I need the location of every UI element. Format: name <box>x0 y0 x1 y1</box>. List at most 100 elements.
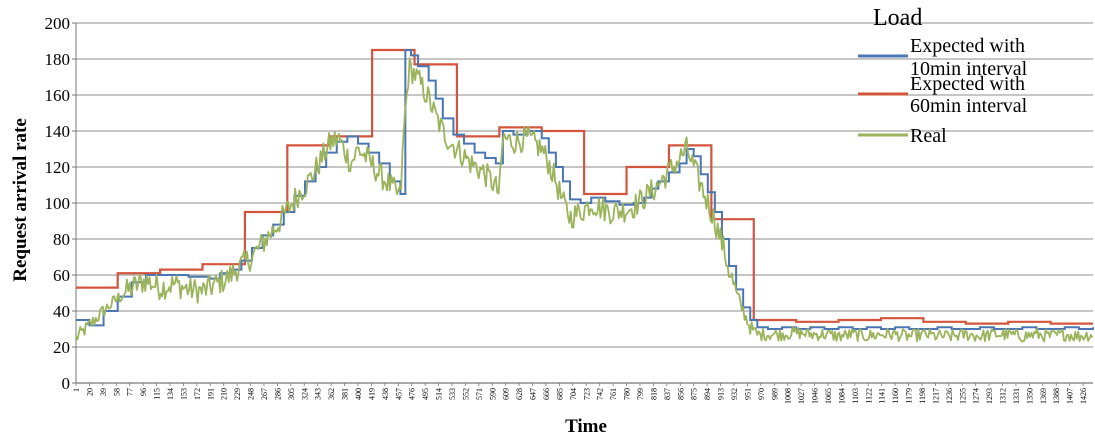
legend-title: Load <box>873 5 922 31</box>
y-tick-label: 180 <box>45 50 71 69</box>
x-tick-label: 96 <box>139 388 148 396</box>
x-tick-label: 1312 <box>999 388 1008 404</box>
x-axis: 1 20 39 58 77 96 115 134 153 172 191 210 229 248 267 28… <box>72 383 1088 404</box>
x-tick-label: 856 <box>676 388 685 400</box>
x-tick-label: 248 <box>247 388 256 400</box>
x-tick-label: 723 <box>582 388 591 400</box>
legend-entry-real: Real <box>858 125 947 147</box>
x-tick-label: 286 <box>273 388 282 400</box>
x-tick-label: 1008 <box>784 388 793 404</box>
x-tick-label: 229 <box>233 388 242 400</box>
x-tick-label: 590 <box>488 388 497 400</box>
x-tick-label: 1274 <box>972 388 981 404</box>
x-tick-label: 1179 <box>905 388 914 404</box>
x-tick-label: 381 <box>341 388 350 400</box>
x-tick-label: 666 <box>542 388 551 400</box>
y-tick-label: 100 <box>45 194 71 213</box>
x-tick-label: 495 <box>421 388 430 400</box>
x-tick-label: 875 <box>690 388 699 400</box>
legend-label: 10min interval <box>910 58 1028 80</box>
x-tick-label: 704 <box>569 388 578 400</box>
y-tick-label: 0 <box>62 374 71 393</box>
x-tick-label: 305 <box>287 388 296 400</box>
x-tick-label: 343 <box>314 388 323 400</box>
series-lines <box>75 48 1094 343</box>
x-tick-label: 514 <box>435 388 444 400</box>
x-tick-label: 1426 <box>1079 388 1088 404</box>
x-tick-label: 1103 <box>851 388 860 404</box>
x-tick-label: 932 <box>730 388 739 400</box>
legend-label: Expected with <box>910 35 1025 57</box>
y-tick-label: 20 <box>53 338 70 357</box>
x-tick-label: 191 <box>206 388 215 400</box>
y-axis: 0 20 40 60 80 100 120 140 160 180 200 <box>45 14 77 393</box>
x-tick-label: 628 <box>515 388 524 400</box>
grid-lines <box>76 22 1093 384</box>
x-tick-label: 913 <box>717 388 726 400</box>
x-tick-label: 1293 <box>985 388 994 404</box>
x-tick-label: 533 <box>448 388 457 400</box>
x-axis-label: Time <box>565 416 607 437</box>
x-tick-label: 172 <box>193 388 202 400</box>
x-tick-label: 457 <box>394 388 403 400</box>
x-tick-label: 970 <box>757 388 766 400</box>
y-tick-label: 80 <box>53 230 70 249</box>
x-tick-label: 419 <box>367 388 376 400</box>
x-tick-label: 685 <box>555 388 564 400</box>
x-tick-label: 77 <box>126 388 135 396</box>
x-tick-label: 1027 <box>797 388 806 404</box>
x-tick-label: 1198 <box>918 388 927 404</box>
x-tick-label: 989 <box>770 388 779 400</box>
y-tick-label: 60 <box>53 266 70 285</box>
y-tick-label: 140 <box>45 122 71 141</box>
x-tick-label: 742 <box>596 388 605 400</box>
x-tick-label: 1369 <box>1039 388 1048 404</box>
y-axis-label: Request arrival rate <box>10 118 31 282</box>
x-tick-label: 1236 <box>945 388 954 404</box>
x-tick-label: 1160 <box>891 388 900 404</box>
x-tick-label: 761 <box>609 388 618 400</box>
x-tick-label: 210 <box>220 388 229 400</box>
x-tick-label: 1084 <box>837 388 846 404</box>
x-tick-label: 951 <box>743 388 752 400</box>
x-tick-label: 39 <box>99 388 108 396</box>
x-tick-label: 1350 <box>1025 388 1034 404</box>
legend-label: Real <box>910 125 947 147</box>
y-tick-label: 160 <box>45 86 71 105</box>
x-tick-label: 1388 <box>1052 388 1061 404</box>
x-tick-label: 818 <box>649 388 658 400</box>
x-tick-label: 1141 <box>878 388 887 404</box>
x-tick-label: 115 <box>153 388 162 400</box>
x-tick-label: 1065 <box>824 388 833 404</box>
x-tick-label: 1122 <box>864 388 873 404</box>
x-tick-label: 1046 <box>811 388 820 404</box>
x-tick-label: 894 <box>703 388 712 400</box>
y-tick-label: 200 <box>45 14 71 33</box>
series-line-real <box>75 57 1094 343</box>
x-tick-label: 799 <box>636 388 645 400</box>
x-tick-label: 1 <box>72 388 81 392</box>
x-tick-label: 1217 <box>931 388 940 404</box>
series-line-expected-60min <box>76 48 1093 325</box>
x-tick-label: 324 <box>300 388 309 400</box>
x-tick-label: 134 <box>166 388 175 400</box>
x-tick-label: 609 <box>502 388 511 400</box>
x-tick-label: 20 <box>85 388 94 396</box>
x-tick-label: 780 <box>623 388 632 400</box>
x-tick-label: 1255 <box>958 388 967 404</box>
x-tick-label: 837 <box>663 388 672 400</box>
x-tick-label: 267 <box>260 388 269 400</box>
x-tick-label: 58 <box>112 388 121 396</box>
x-tick-label: 400 <box>354 388 363 400</box>
x-tick-label: 476 <box>408 388 417 400</box>
x-tick-label: 552 <box>461 388 470 400</box>
legend-label: Expected with <box>910 73 1025 95</box>
x-tick-label: 1407 <box>1066 388 1075 404</box>
x-tick-label: 647 <box>529 388 538 400</box>
x-tick-label: 571 <box>475 388 484 400</box>
